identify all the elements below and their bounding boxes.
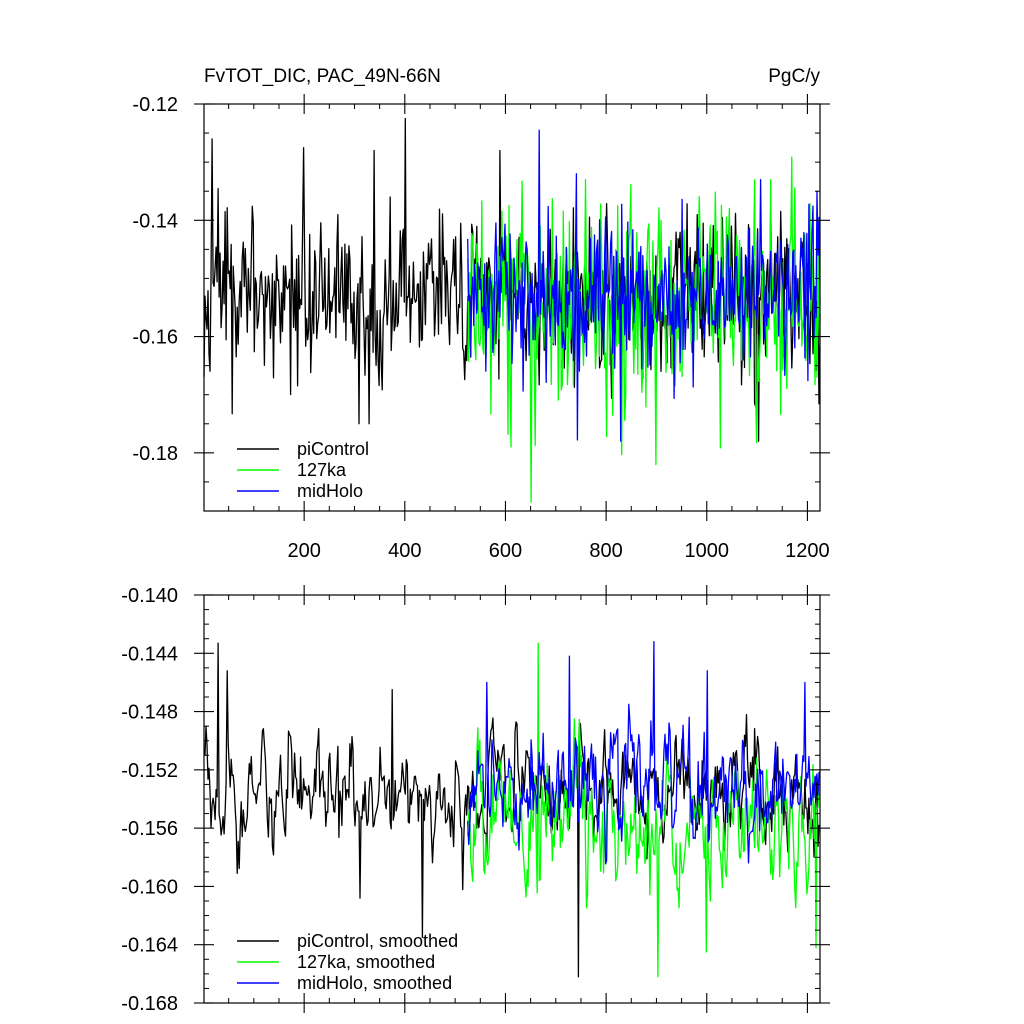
x-tick-label: 800: [589, 540, 622, 562]
x-tick-label: 200: [287, 540, 320, 562]
legend-label: piControl, smoothed: [297, 931, 458, 951]
bottom-chart-axes: -0.140 -0.144 -0.148 -0.152 -0.156 -0.160 -0.1…: [121, 585, 830, 1015]
legend-label: piControl: [297, 439, 369, 459]
y-tick-label: -0.152: [121, 760, 178, 782]
legend-label: 127ka: [297, 460, 347, 480]
legend-label: midHolo: [297, 481, 363, 501]
y-tick-label: -0.12: [132, 94, 178, 116]
y-tick-label: -0.16: [132, 327, 178, 349]
series-line-1: [467, 642, 821, 978]
x-tick-label: 1000: [685, 540, 730, 562]
x-tick-label: 600: [489, 540, 522, 562]
series-line-2: [467, 640, 821, 865]
series-line-2: [467, 129, 821, 442]
y-tick-label: -0.14: [132, 210, 178, 232]
y-tick-label: -0.144: [121, 643, 178, 665]
y-tick-label: -0.18: [132, 443, 178, 465]
bottom-chart-series: [203, 640, 821, 978]
y-tick-label: -0.140: [121, 585, 178, 607]
top-chart-units: PgC/y: [768, 66, 820, 87]
y-tick-label: -0.148: [121, 702, 178, 724]
series-line-0: [203, 642, 821, 978]
series-line-1: [467, 156, 821, 503]
y-tick-label: -0.160: [121, 876, 178, 898]
legend-label: midHolo, smoothed: [297, 973, 452, 993]
top-chart-title: FvTOT_DIC, PAC_49N-66N: [204, 66, 441, 87]
y-tick-label: -0.156: [121, 818, 178, 840]
top-chart-series: [203, 117, 821, 503]
y-tick-label: -0.164: [121, 935, 178, 957]
x-tick-label: 1200: [785, 540, 830, 562]
y-tick-label: -0.168: [121, 993, 178, 1015]
x-tick-label: 400: [388, 540, 421, 562]
top-chart-axes: 200 400 600 800 1000 1200 -0.12 -0.14 -0.16 -0.18: [132, 94, 830, 562]
legend-label: 127ka, smoothed: [297, 952, 435, 972]
